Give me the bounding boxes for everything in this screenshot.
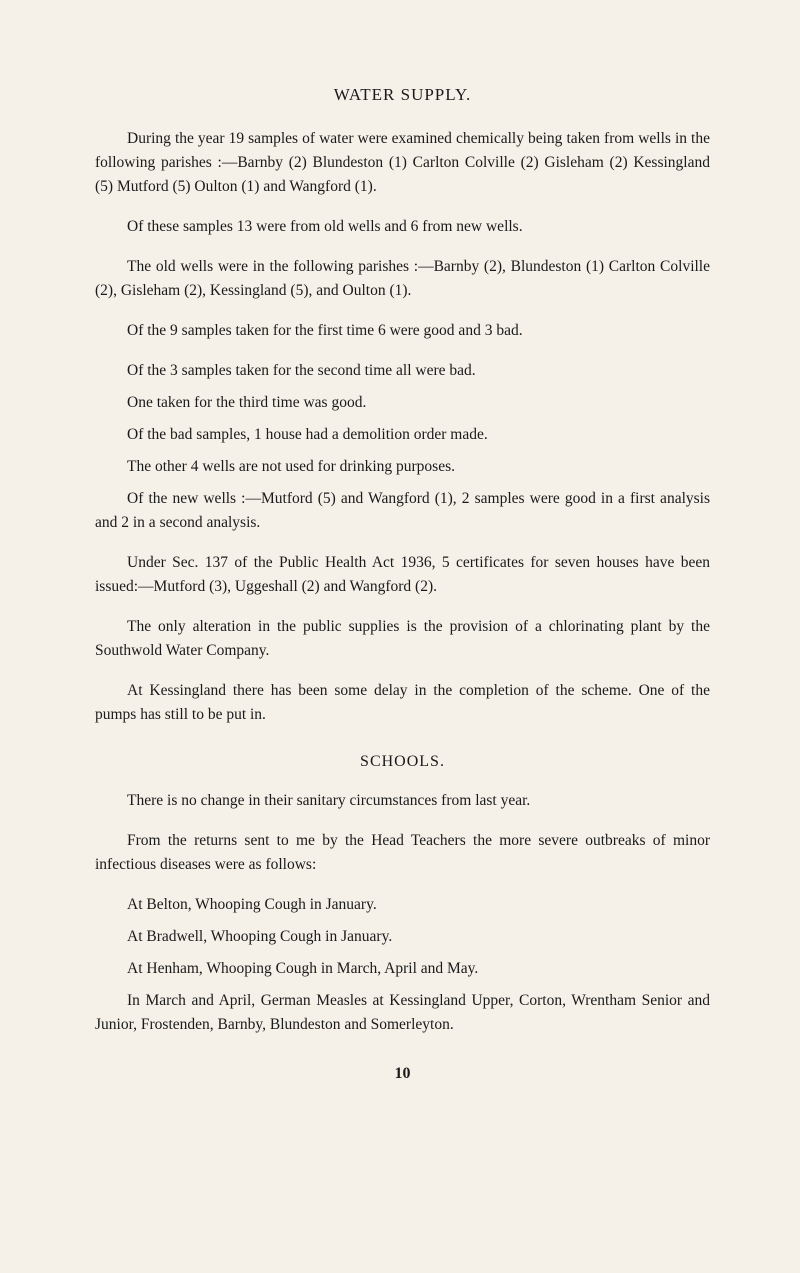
section-heading-schools: SCHOOLS. xyxy=(95,753,710,771)
page-number: 10 xyxy=(95,1065,710,1083)
body-paragraph: The other 4 wells are not used for drink… xyxy=(95,455,710,479)
body-paragraph: Under Sec. 137 of the Public Health Act … xyxy=(95,551,710,599)
body-paragraph: During the year 19 samples of water were… xyxy=(95,127,710,199)
body-paragraph: The only alteration in the public suppli… xyxy=(95,615,710,663)
body-paragraph: From the returns sent to me by the Head … xyxy=(95,829,710,877)
body-paragraph: There is no change in their sanitary cir… xyxy=(95,789,710,813)
body-paragraph: At Kessingland there has been some delay… xyxy=(95,679,710,727)
body-paragraph: At Belton, Whooping Cough in January. xyxy=(95,893,710,917)
body-paragraph: One taken for the third time was good. xyxy=(95,391,710,415)
body-paragraph: At Henham, Whooping Cough in March, Apri… xyxy=(95,957,710,981)
section-heading-water-supply: WATER SUPPLY. xyxy=(95,85,710,105)
body-paragraph: At Bradwell, Whooping Cough in January. xyxy=(95,925,710,949)
body-paragraph: In March and April, German Measles at Ke… xyxy=(95,989,710,1037)
body-paragraph: Of the 3 samples taken for the second ti… xyxy=(95,359,710,383)
body-paragraph: Of the bad samples, 1 house had a demoli… xyxy=(95,423,710,447)
body-paragraph: Of the 9 samples taken for the first tim… xyxy=(95,319,710,343)
body-paragraph: Of the new wells :—Mutford (5) and Wangf… xyxy=(95,487,710,535)
body-paragraph: Of these samples 13 were from old wells … xyxy=(95,215,710,239)
body-paragraph: The old wells were in the following pari… xyxy=(95,255,710,303)
